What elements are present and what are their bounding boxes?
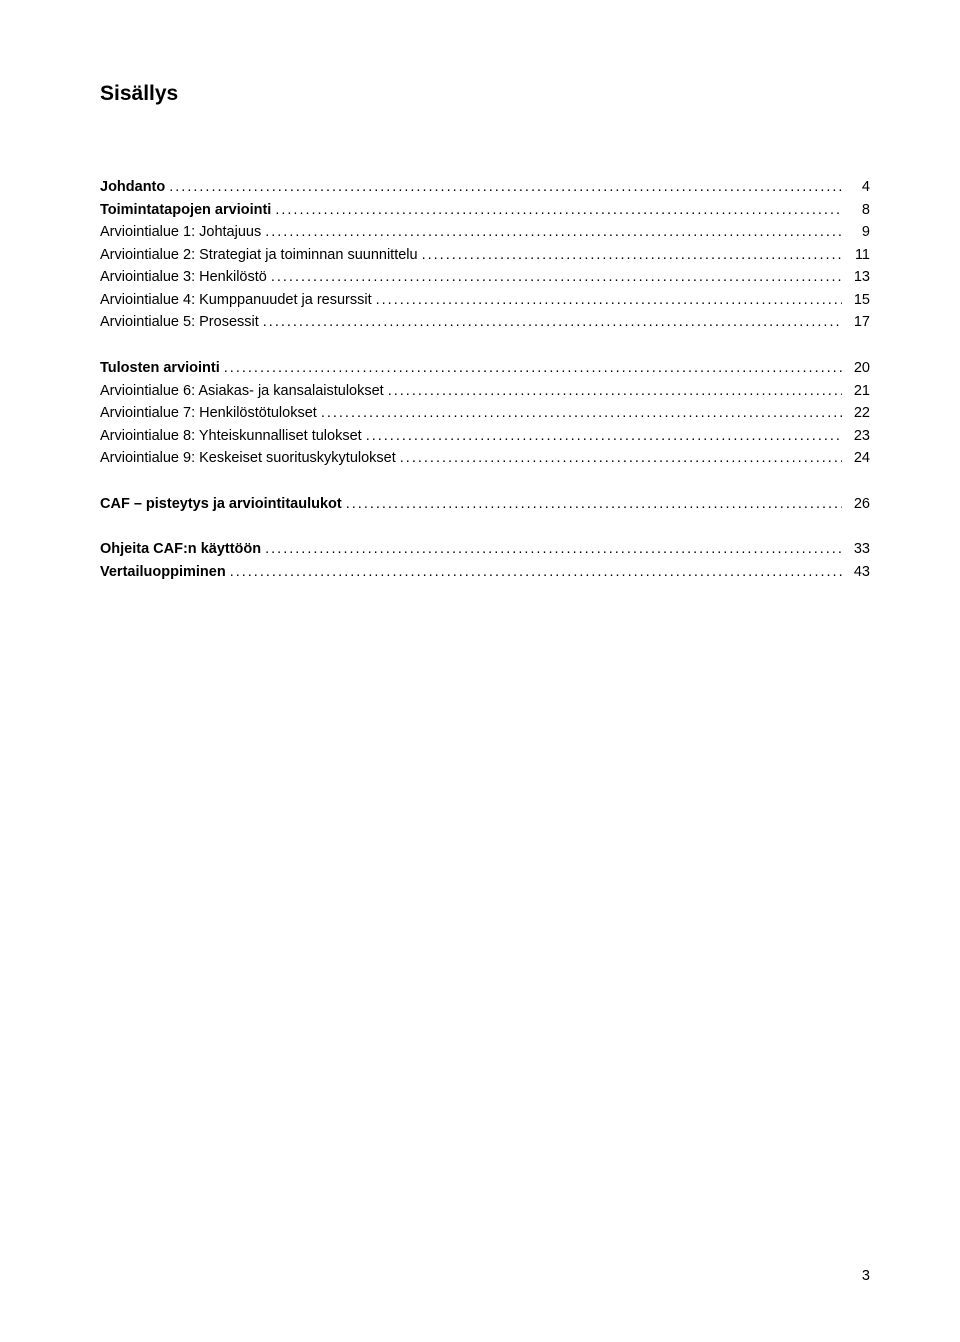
toc-entry-label: Arviointialue 2: Strategiat ja toiminnan… [100, 246, 418, 266]
toc-entry-page: 17 [846, 313, 870, 333]
toc-spacer [100, 336, 870, 356]
toc-entry-page: 11 [846, 246, 870, 266]
document-page: Sisällys Johdanto 4 Toimintatapojen arvioi… [0, 0, 960, 1342]
toc-leader-dots [388, 382, 842, 402]
toc-spacer [100, 472, 870, 492]
toc-entry-label: Vertailuoppiminen [100, 563, 226, 583]
toc-entry-label: Arviointialue 9: Keskeiset suorituskykyt… [100, 449, 396, 469]
toc-entry-label: Arviointialue 8: Yhteiskunnalliset tulok… [100, 427, 362, 447]
toc-entry: Vertailuoppiminen 43 [100, 563, 870, 583]
toc-leader-dots [265, 223, 842, 243]
toc-entry-page: 21 [846, 382, 870, 402]
toc-entry-page: 8 [846, 201, 870, 221]
toc-entry: Arviointialue 9: Keskeiset suorituskykyt… [100, 449, 870, 469]
page-number-footer: 3 [862, 1268, 870, 1284]
toc-entry: Ohjeita CAF:n käyttöön 33 [100, 540, 870, 560]
toc-entry-label: Arviointialue 3: Henkilöstö [100, 268, 267, 288]
toc-leader-dots [271, 268, 842, 288]
toc-entry: Tulosten arviointi 20 [100, 359, 870, 379]
toc-leader-dots [376, 291, 842, 311]
toc-leader-dots [224, 359, 842, 379]
toc-entry-label: Arviointialue 5: Prosessit [100, 313, 259, 333]
toc-entry: Arviointialue 3: Henkilöstö 13 [100, 268, 870, 288]
toc-entry-label: Ohjeita CAF:n käyttöön [100, 540, 261, 560]
toc-entry-label: Arviointialue 1: Johtajuus [100, 223, 261, 243]
toc-leader-dots [275, 201, 842, 221]
toc-entry: Toimintatapojen arviointi 8 [100, 201, 870, 221]
toc-entry-page: 43 [846, 563, 870, 583]
toc-entry-label: Arviointialue 4: Kumppanuudet ja resurss… [100, 291, 372, 311]
toc-leader-dots [422, 246, 842, 266]
toc-entry-label: Arviointialue 6: Asiakas- ja kansalaistu… [100, 382, 384, 402]
toc-entry-page: 23 [846, 427, 870, 447]
toc-entry-page: 4 [846, 178, 870, 198]
toc-leader-dots [346, 495, 842, 515]
toc-entry-page: 13 [846, 268, 870, 288]
toc-leader-dots [265, 540, 842, 560]
toc-entry: Arviointialue 8: Yhteiskunnalliset tulok… [100, 427, 870, 447]
toc-entry: Arviointialue 5: Prosessit 17 [100, 313, 870, 333]
toc-leader-dots [169, 178, 842, 198]
toc-entry-page: 9 [846, 223, 870, 243]
toc-entry-page: 20 [846, 359, 870, 379]
toc-entry: Arviointialue 4: Kumppanuudet ja resurss… [100, 291, 870, 311]
toc-entry: Arviointialue 6: Asiakas- ja kansalaistu… [100, 382, 870, 402]
toc-entry: Johdanto 4 [100, 178, 870, 198]
toc-entry-page: 22 [846, 404, 870, 424]
toc-entry-page: 26 [846, 495, 870, 515]
toc-leader-dots [400, 449, 842, 469]
toc-entry-label: Tulosten arviointi [100, 359, 220, 379]
page-title: Sisällys [100, 82, 870, 106]
toc-entry-label: Toimintatapojen arviointi [100, 201, 271, 221]
toc-entry-label: Arviointialue 7: Henkilöstötulokset [100, 404, 317, 424]
toc-leader-dots [230, 563, 842, 583]
toc-entry: CAF – pisteytys ja arviointitaulukot 26 [100, 495, 870, 515]
toc-entry-label: CAF – pisteytys ja arviointitaulukot [100, 495, 342, 515]
toc-leader-dots [321, 404, 842, 424]
toc-entry-page: 24 [846, 449, 870, 469]
toc-entry: Arviointialue 2: Strategiat ja toiminnan… [100, 246, 870, 266]
toc-entry: Arviointialue 7: Henkilöstötulokset 22 [100, 404, 870, 424]
toc-spacer [100, 517, 870, 537]
table-of-contents: Johdanto4Toimintatapojen arviointi8Arvio… [100, 178, 870, 582]
toc-leader-dots [263, 313, 842, 333]
toc-leader-dots [366, 427, 842, 447]
toc-entry-page: 33 [846, 540, 870, 560]
toc-entry: Arviointialue 1: Johtajuus 9 [100, 223, 870, 243]
toc-entry-page: 15 [846, 291, 870, 311]
toc-entry-label: Johdanto [100, 178, 165, 198]
